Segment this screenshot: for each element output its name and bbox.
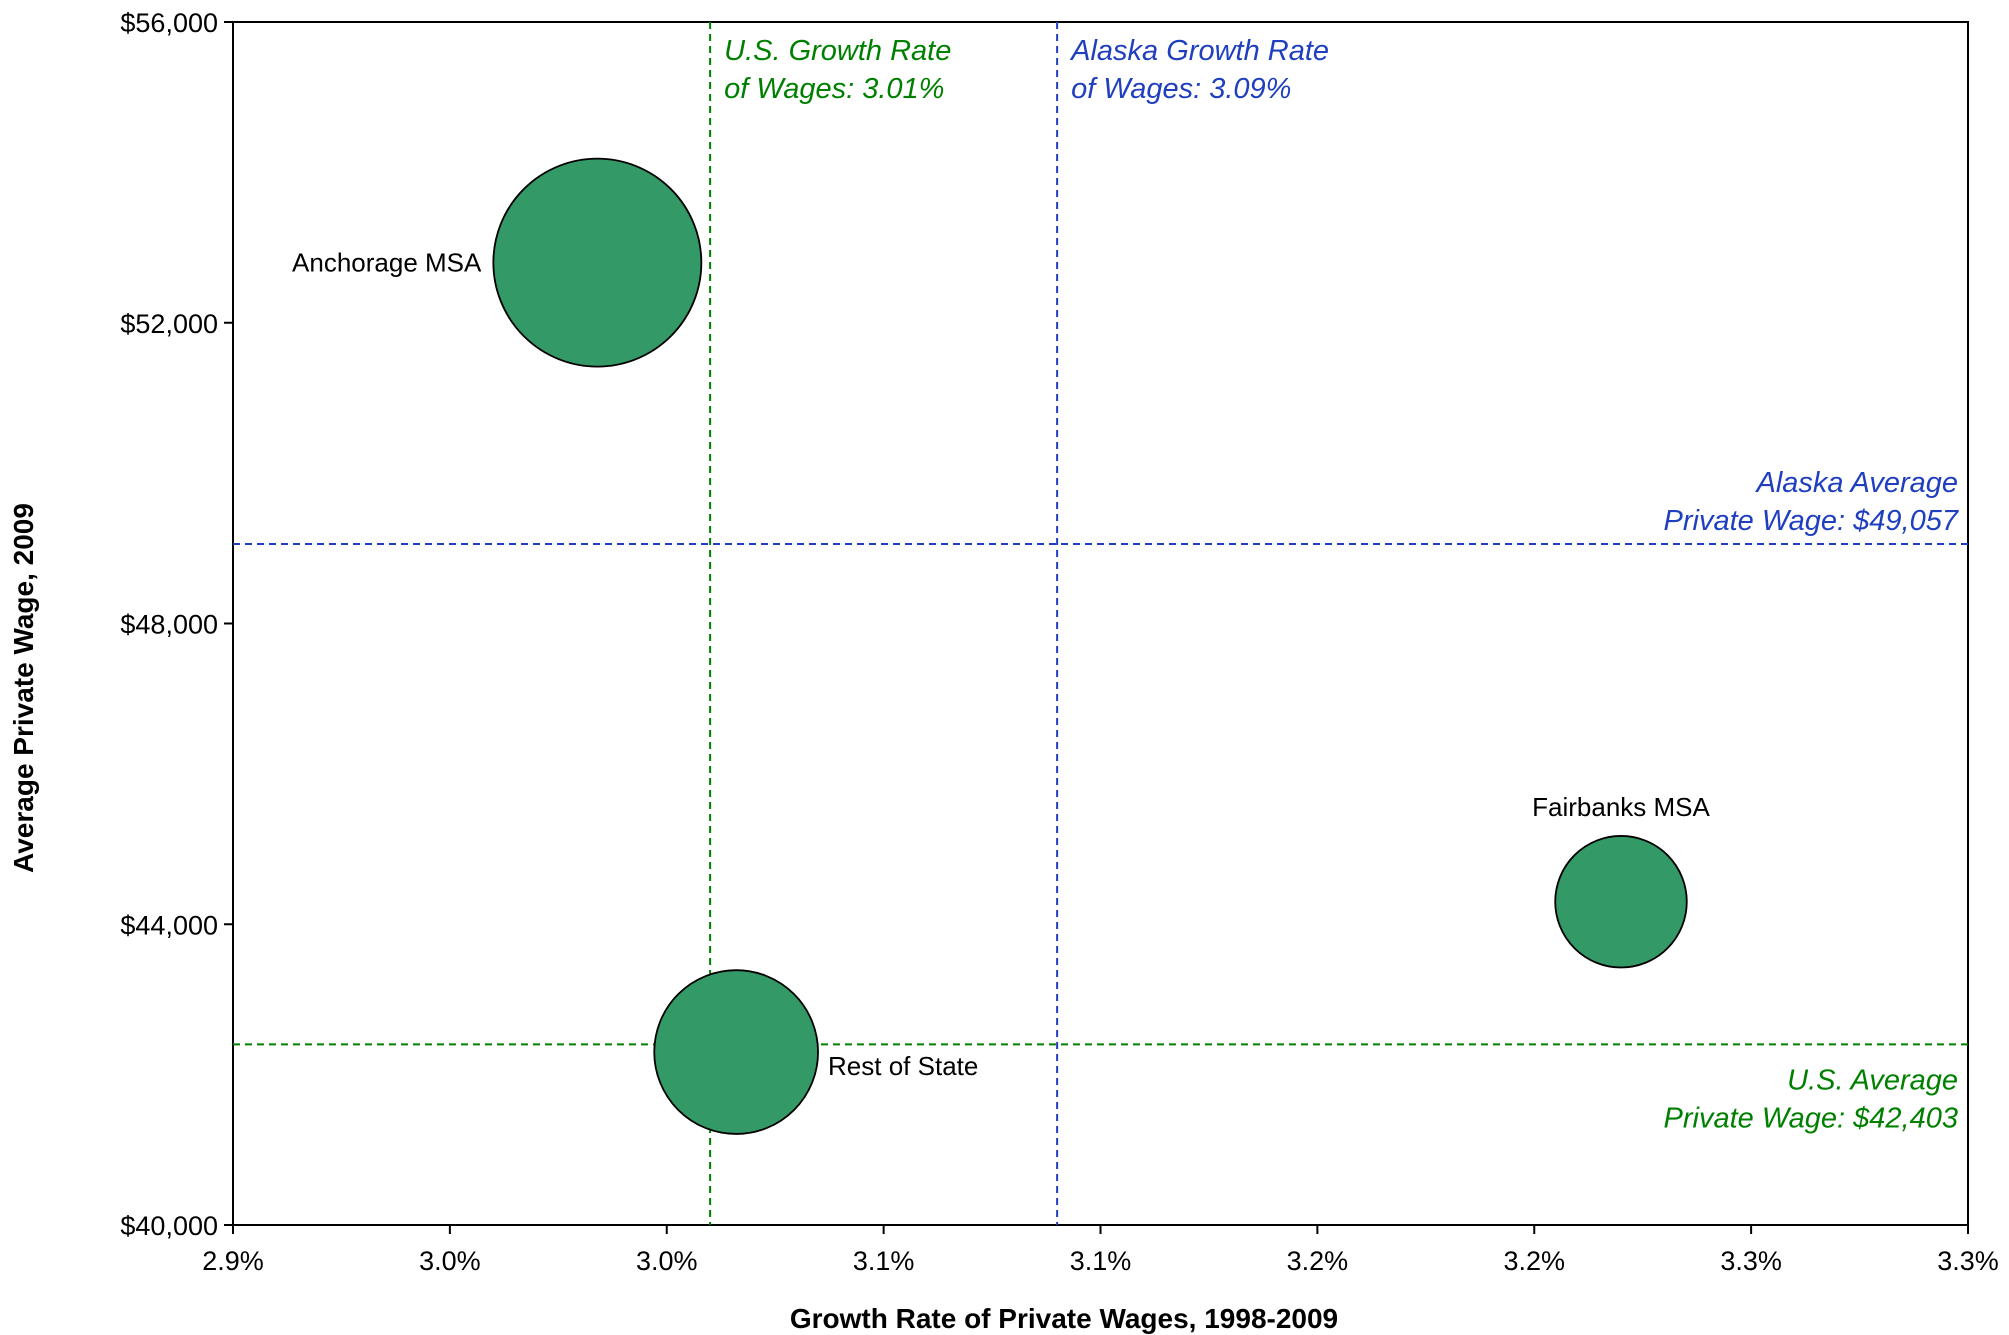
alaska-growth-label: Alaska Growth Rate [1069,35,1329,67]
y-tick-label: $56,000 [120,8,218,38]
us-average-label: Private Wage: $42,403 [1664,1102,1959,1134]
x-tick-label: 3.0% [636,1246,698,1276]
x-tick-label: 3.1% [853,1246,915,1276]
bubble-label-rest-of-state: Rest of State [828,1051,978,1081]
us-average-label: U.S. Average [1787,1064,1958,1096]
x-tick-label: 3.2% [1287,1246,1349,1276]
x-tick-label: 3.3% [1937,1246,1999,1276]
bubble-rest-of-state [653,969,819,1135]
us-growth-label: of Wages: 3.01% [724,73,944,105]
y-tick-label: $44,000 [120,910,218,940]
x-tick-label: 3.2% [1503,1246,1565,1276]
y-tick-label: $40,000 [120,1211,218,1241]
alaska-average-label: Private Wage: $49,057 [1664,505,1960,537]
x-tick-label: 2.9% [202,1246,264,1276]
bubble-label-anchorage-msa: Anchorage MSA [292,248,482,278]
us-growth-label: U.S. Growth Rate [724,35,951,67]
bubble-anchorage-msa [492,157,703,368]
y-axis-title: Average Private Wage, 2009 [8,503,39,873]
x-tick-label: 3.3% [1720,1246,1782,1276]
x-axis-title: Growth Rate of Private Wages, 1998-2009 [790,1303,1338,1334]
bubble-fairbanks-msa [1554,835,1688,969]
y-tick-label: $52,000 [120,309,218,339]
x-tick-label: 3.1% [1070,1246,1132,1276]
x-tick-label: 3.0% [419,1246,481,1276]
alaska-average-label: Alaska Average [1754,467,1958,499]
bubble-label-fairbanks-msa: Fairbanks MSA [1532,792,1710,822]
alaska-growth-label: of Wages: 3.09% [1071,73,1291,105]
y-tick-label: $48,000 [120,610,218,640]
